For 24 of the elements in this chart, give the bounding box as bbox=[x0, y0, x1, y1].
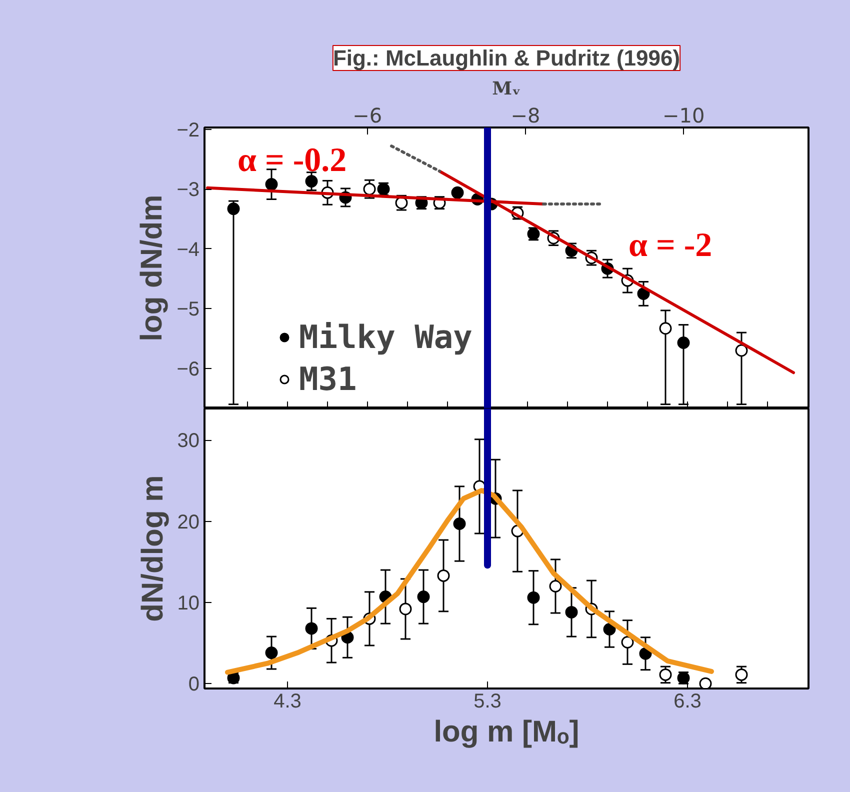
annotation: α = -0.2 bbox=[238, 142, 347, 179]
annotation: α = -2 bbox=[628, 227, 712, 264]
x-axis-title: log m [Mₒ] bbox=[434, 716, 580, 748]
y-tick-label: 0 bbox=[188, 674, 200, 696]
legend-label: M31 bbox=[299, 360, 357, 398]
x-tick-label: 4.3 bbox=[274, 690, 302, 712]
x2-tick-label: −10 bbox=[662, 104, 705, 128]
y-tick-label: −4 bbox=[176, 238, 200, 261]
y-tick-label: −2 bbox=[176, 119, 200, 142]
y-tick-label: −5 bbox=[176, 298, 200, 321]
y-axis-title: dN/dlog m bbox=[136, 475, 170, 622]
x-tick-label: 6.3 bbox=[674, 690, 702, 712]
y-tick-label: 30 bbox=[177, 430, 200, 452]
legend-label: Milky Way bbox=[299, 318, 472, 356]
x2-tick-label: −6 bbox=[352, 104, 382, 128]
y-axis-title: log dN/dm bbox=[136, 194, 169, 342]
chart-title: Fig.: McLaughlin & Pudritz (1996) bbox=[332, 46, 680, 70]
y-tick-label: −6 bbox=[176, 358, 200, 380]
y-tick-label: 10 bbox=[177, 592, 200, 614]
y-tick-label: −3 bbox=[176, 179, 200, 202]
x-tick-label: 5.3 bbox=[474, 690, 502, 712]
x2-axis-title: Mᵥ bbox=[492, 78, 521, 100]
x2-tick-label: −8 bbox=[510, 104, 540, 128]
y-tick-label: 20 bbox=[177, 511, 200, 534]
